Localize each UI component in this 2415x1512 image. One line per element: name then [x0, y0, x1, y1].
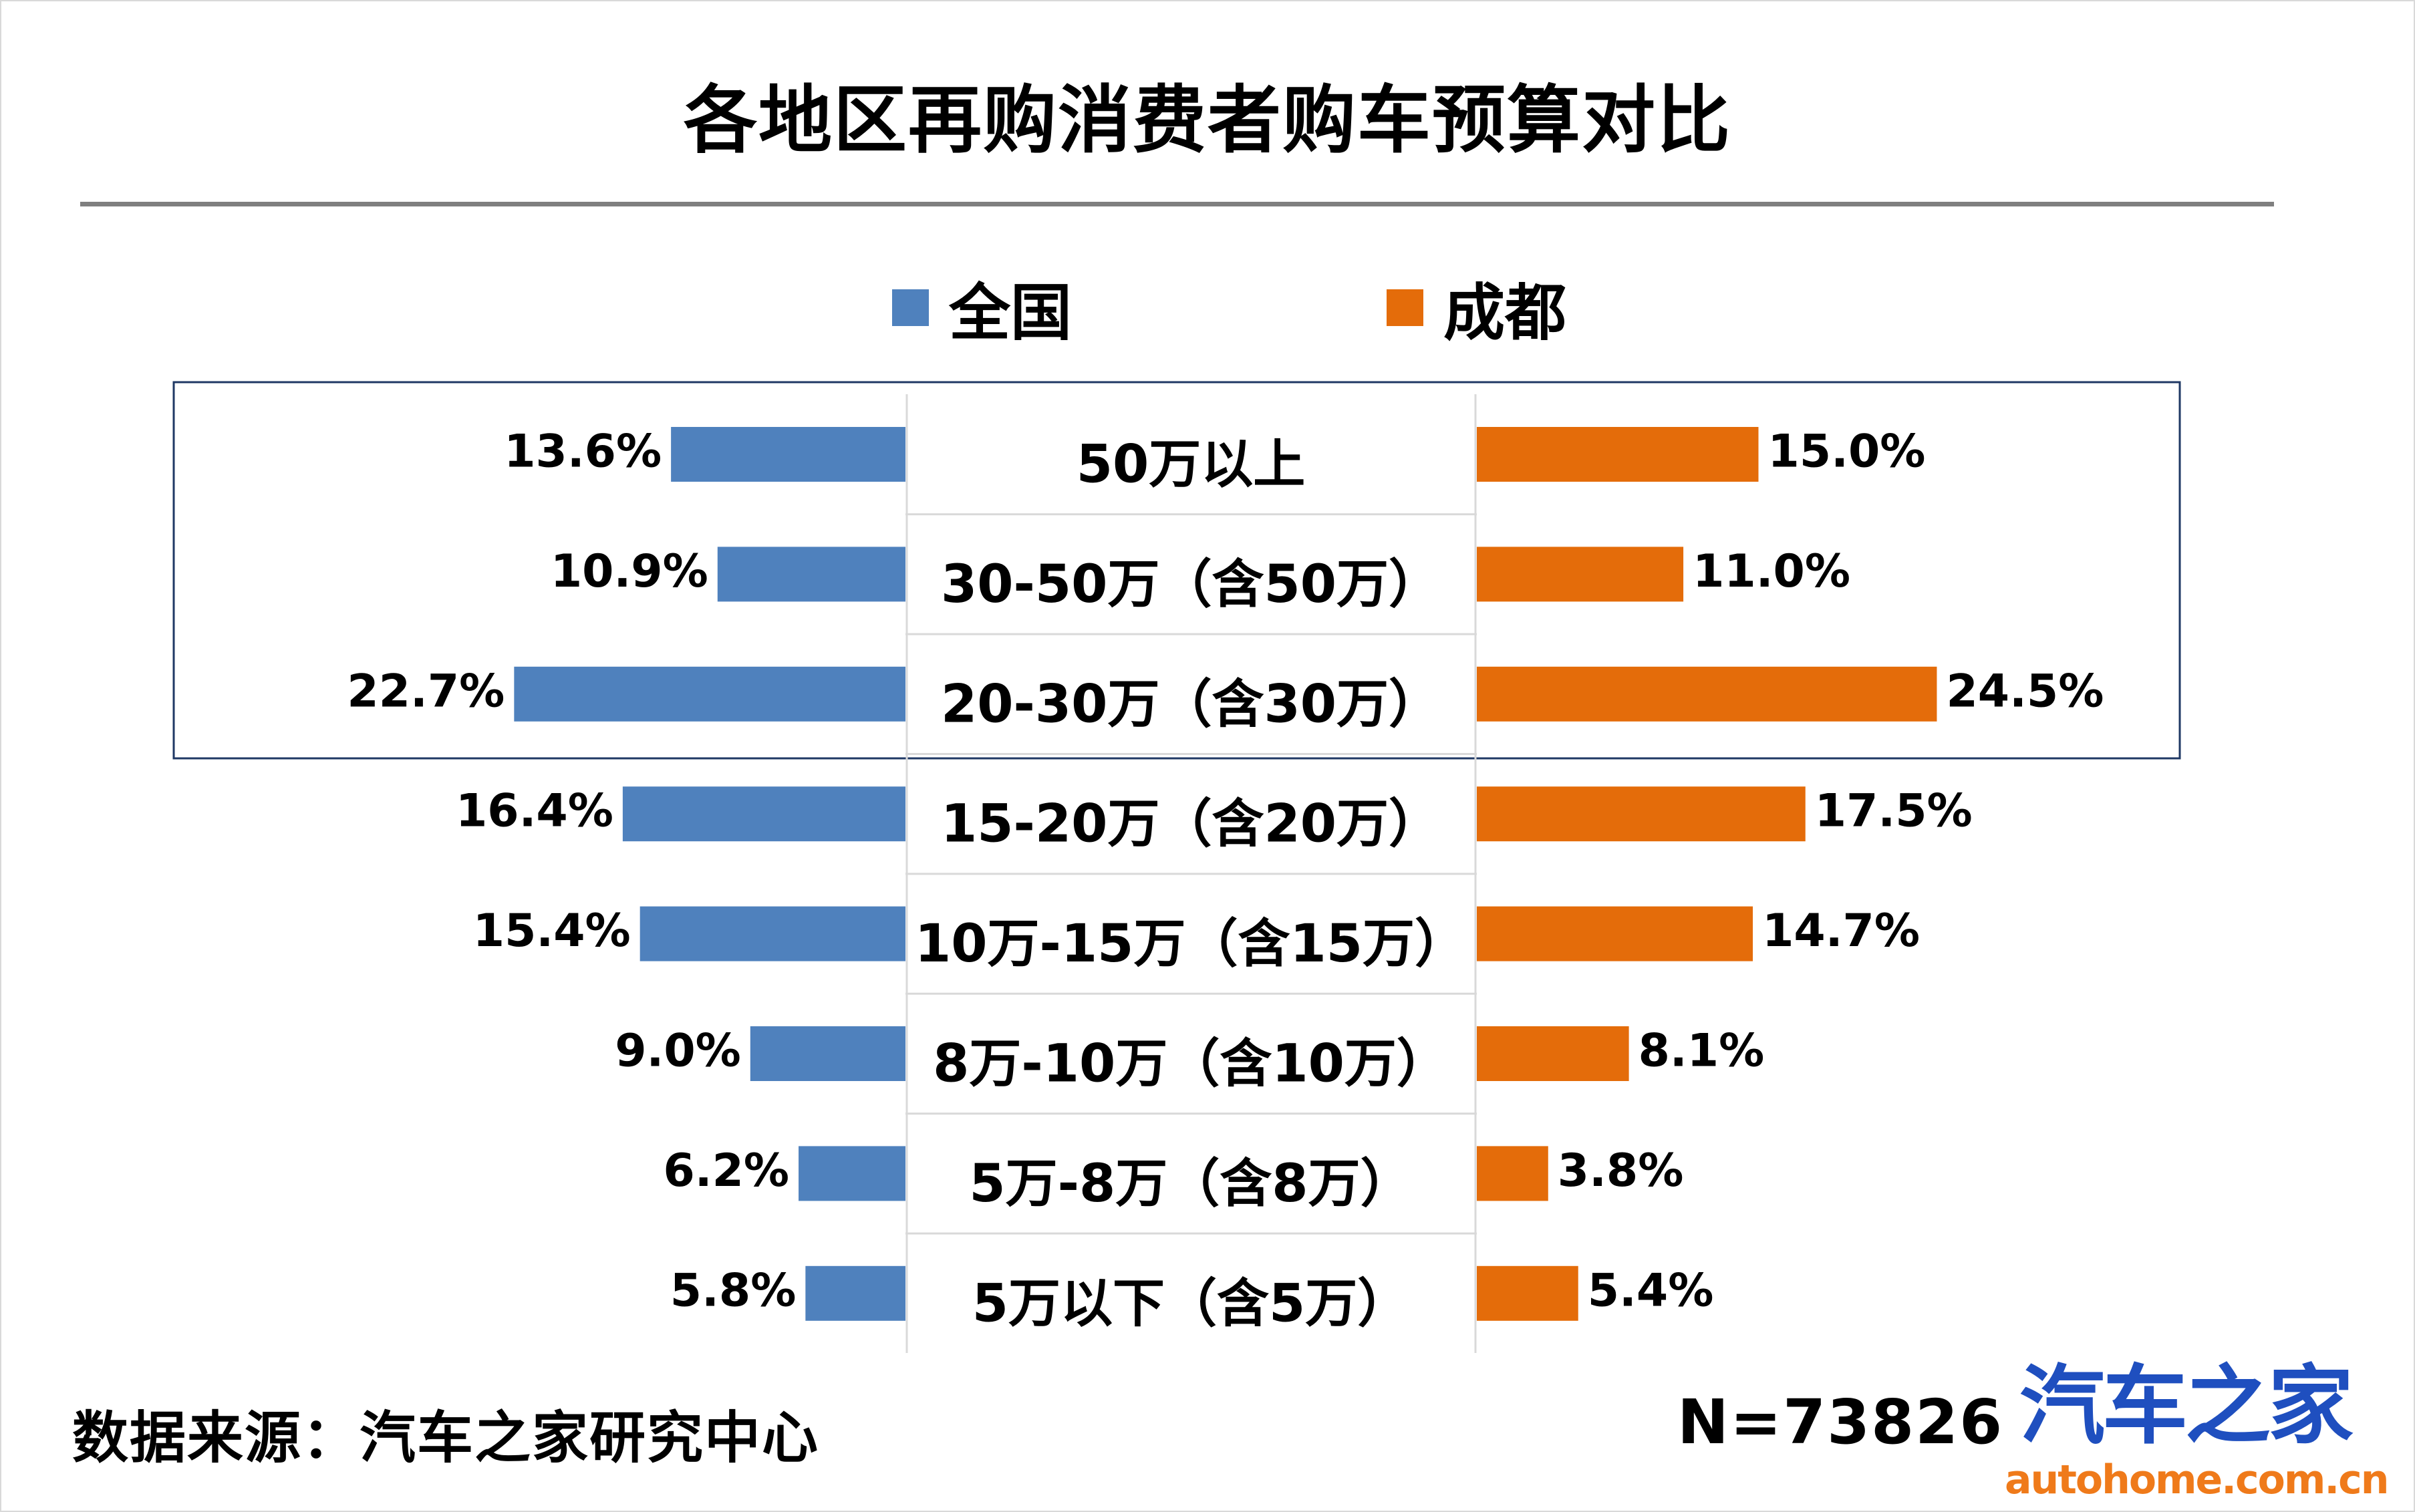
category-label: 10万-15万（含15万）	[915, 914, 1467, 974]
bar-national	[717, 547, 905, 602]
data-label-chengdu: 15.0%	[1768, 426, 1926, 478]
data-label-national: 16.4%	[456, 785, 613, 838]
bar-chengdu	[1477, 1026, 1629, 1081]
data-label-chengdu: 24.5%	[1946, 665, 2104, 718]
category-label: 15-20万（含20万）	[941, 794, 1441, 855]
data-label-national: 15.4%	[473, 905, 631, 957]
data-label-chengdu: 8.1%	[1639, 1025, 1765, 1078]
legend-swatch-national	[892, 289, 929, 326]
data-label-chengdu: 11.0%	[1693, 545, 1850, 598]
data-label-national: 6.2%	[663, 1145, 789, 1197]
data-label-chengdu: 14.7%	[1762, 905, 1920, 957]
highlight-box	[172, 381, 2181, 760]
bar-chengdu	[1477, 1265, 1578, 1321]
bar-chengdu	[1477, 427, 1759, 482]
data-label-national: 5.8%	[670, 1264, 797, 1317]
legend-item-national: 全国	[892, 267, 1072, 349]
autohome-logo: 汽车之家 autohome.com.cn	[2005, 1356, 2389, 1503]
data-label-chengdu: 3.8%	[1558, 1145, 1684, 1197]
category-label: 50万以上	[1077, 434, 1306, 494]
bar-chengdu	[1477, 906, 1753, 961]
bar-national	[514, 666, 905, 722]
data-label-national: 10.9%	[551, 545, 708, 598]
category-label: 8万-10万（含10万）	[933, 1034, 1449, 1094]
title-divider	[80, 202, 2274, 206]
logo-url: autohome.com.cn	[2005, 1457, 2389, 1503]
bar-national	[750, 1026, 905, 1081]
category-label: 5万-8万（含8万）	[969, 1154, 1412, 1214]
data-label-chengdu: 5.4%	[1588, 1264, 1714, 1317]
bar-chengdu	[1477, 666, 1937, 722]
bar-national	[799, 1146, 905, 1201]
category-label: 20-30万（含30万）	[941, 674, 1441, 734]
data-source: 数据来源：汽车之家研究中心	[72, 1405, 820, 1471]
sample-size: N=73826	[1677, 1386, 2004, 1458]
legend-label-national: 全国	[949, 277, 1073, 349]
data-label-national: 22.7%	[347, 665, 505, 718]
legend-item-chengdu: 成都	[1387, 267, 1566, 349]
category-label: 30-50万（含50万）	[941, 555, 1441, 615]
data-label-national: 13.6%	[504, 426, 662, 478]
data-label-national: 9.0%	[615, 1025, 741, 1078]
bar-national	[622, 786, 905, 842]
bar-chengdu	[1477, 786, 1806, 842]
bar-national	[640, 906, 905, 961]
data-label-chengdu: 17.5%	[1815, 785, 1973, 838]
bar-national	[805, 1265, 905, 1321]
legend-label-chengdu: 成都	[1443, 277, 1567, 349]
chart-title: 各地区再购消费者购车预算对比	[684, 78, 1731, 163]
legend-swatch-chengdu	[1387, 289, 1423, 326]
bar-chengdu	[1477, 1146, 1548, 1201]
logo-chinese: 汽车之家	[2019, 1356, 2354, 1456]
category-label: 5万以下（含5万）	[972, 1273, 1410, 1334]
bar-national	[671, 427, 905, 482]
bar-chengdu	[1477, 547, 1684, 602]
